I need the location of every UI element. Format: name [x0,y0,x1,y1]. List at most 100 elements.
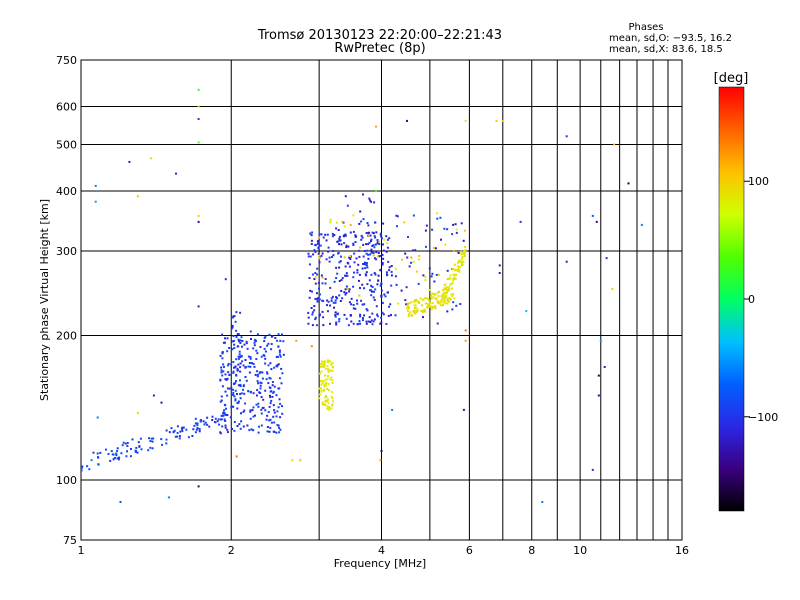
data-point [260,408,263,411]
data-point [355,235,358,238]
data-point [221,333,224,336]
y-tick-label: 100 [56,474,77,487]
colorbar-label: [deg] [714,71,749,86]
data-point [320,254,323,257]
data-point [273,409,276,412]
data-point [310,234,313,237]
data-point [331,361,334,364]
data-point [349,255,352,257]
data-point [244,366,247,368]
data-point [369,253,372,256]
data-point [276,365,279,368]
data-point [151,447,154,450]
data-point [362,193,364,196]
data-point [369,234,372,237]
data-point [116,447,119,450]
data-point [278,398,281,401]
data-point [541,501,544,503]
y-tick-label: 75 [63,534,77,547]
data-point [334,301,337,304]
data-point [379,284,382,287]
data-point [443,301,446,304]
data-point [233,429,236,432]
data-point [368,316,371,319]
data-point [275,431,278,434]
data-point [235,329,238,332]
data-point [343,256,346,259]
data-point [358,320,361,323]
data-point [437,300,440,303]
data-point [430,297,433,300]
data-point [267,342,270,345]
data-point [260,424,263,427]
data-point [223,418,226,421]
data-point [245,342,248,345]
data-point [413,304,416,307]
data-point [271,335,274,338]
data-point [314,316,317,319]
data-point [240,336,243,339]
data-point [259,384,262,387]
colorbar-ticks: 100 0 −100 [744,175,778,424]
data-point [219,431,222,434]
data-point [277,355,279,358]
data-point [331,382,334,384]
data-point [278,431,281,434]
data-point [459,303,462,305]
data-point [334,314,337,317]
data-point [214,417,217,420]
data-point [338,318,341,320]
data-point [372,254,375,257]
data-point [370,319,373,322]
data-point [453,276,456,279]
data-point [452,273,455,276]
data-point [375,258,378,261]
data-point [374,236,377,239]
data-point [279,355,282,358]
data-point [386,246,389,249]
data-point [330,407,333,410]
data-point [149,446,152,449]
data-point [249,391,252,394]
data-point [438,290,441,293]
data-point [430,308,433,311]
data-point [239,370,242,373]
data-point [206,423,209,426]
data-point [136,411,139,414]
data-point [192,428,195,431]
data-point [432,306,435,309]
y-tick-label: 600 [56,101,77,114]
data-point [349,231,352,234]
data-point [321,401,324,404]
data-point [253,365,256,368]
data-point [446,310,449,313]
data-point [270,368,273,371]
data-point [379,269,382,272]
data-point [389,303,392,306]
data-point [403,221,406,224]
chart-title: Tromsø 20130123 22:20:00–22:21:43 [257,28,502,43]
data-point [401,258,404,261]
data-point [268,405,271,408]
data-point [256,394,258,397]
data-point [444,302,447,305]
data-point [369,199,372,202]
data-point [269,390,272,393]
data-point [377,252,380,254]
data-point [244,402,247,405]
data-point [421,304,424,307]
data-point [343,313,346,316]
data-point [333,234,336,236]
data-point [422,309,425,312]
data-point [352,307,355,310]
data-point [135,446,138,449]
data-point [320,362,323,365]
data-point [226,377,229,380]
data-point [422,316,424,319]
data-point [352,285,355,288]
data-point [262,398,265,401]
data-point [231,326,234,329]
data-point [359,246,362,249]
data-point [273,411,276,414]
data-point [359,322,362,325]
